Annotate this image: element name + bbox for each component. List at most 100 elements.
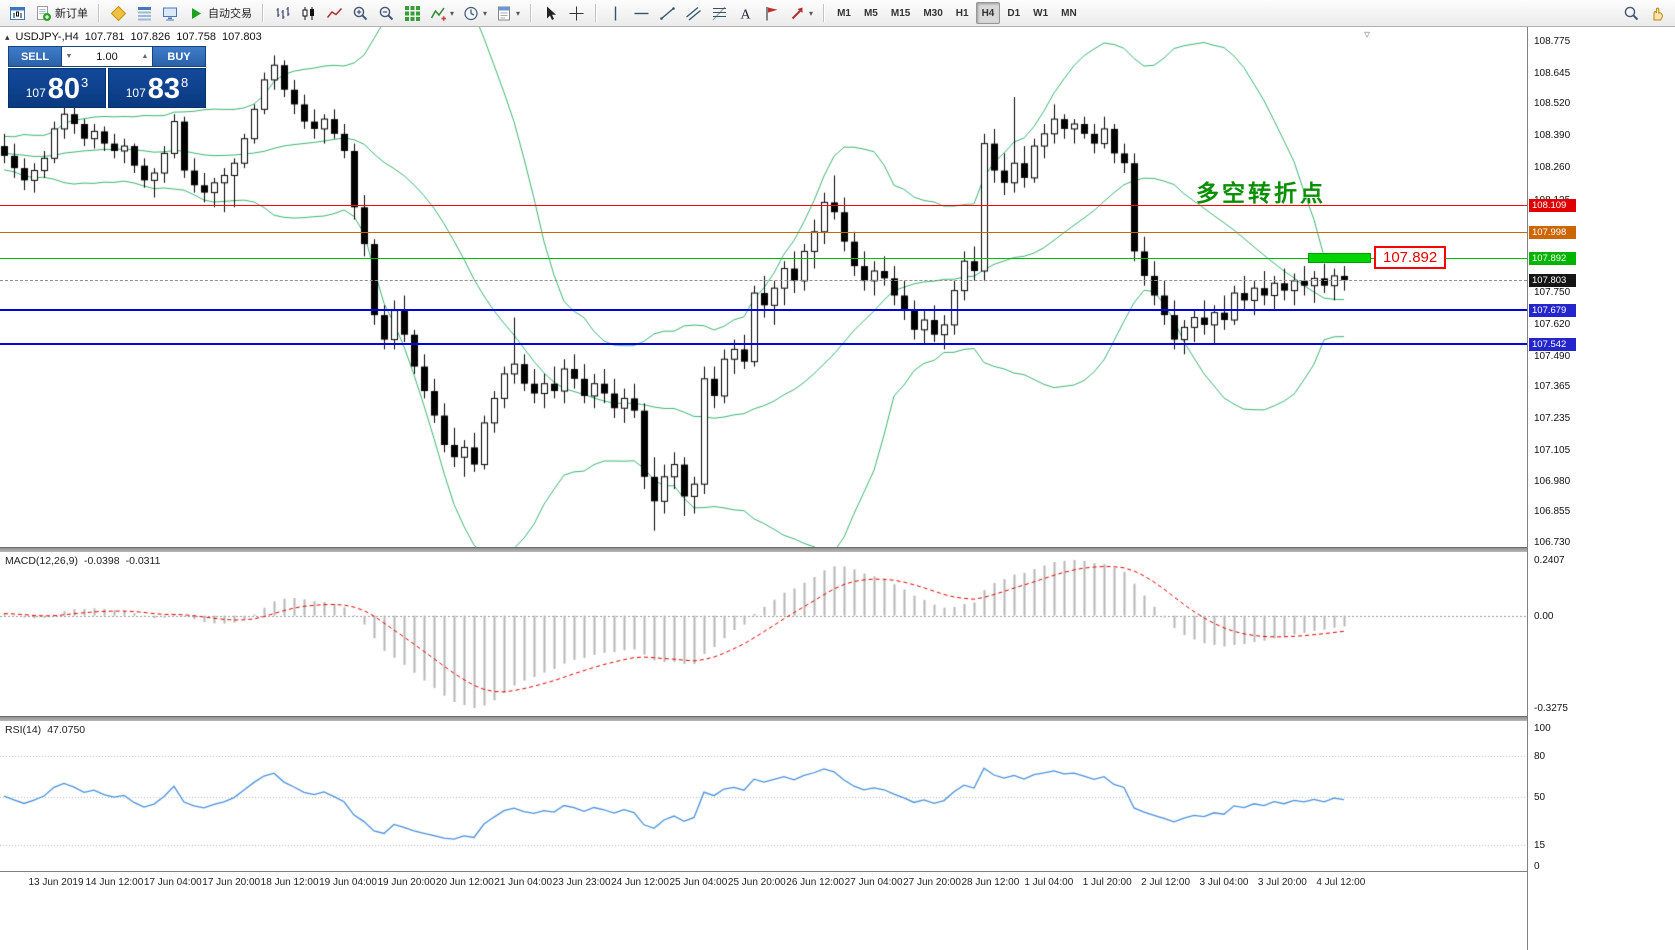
indicators-menu[interactable]: ▾ — [426, 2, 458, 24]
text-tool[interactable]: A — [733, 2, 758, 24]
scroll-hand[interactable] — [1645, 2, 1670, 24]
arrows-tool[interactable]: ▾ — [785, 2, 817, 24]
turning-point-annotation[interactable]: 多空转折点 — [1196, 180, 1326, 206]
volume-input[interactable] — [76, 50, 138, 63]
toolbar-group: A ▾ — [603, 2, 817, 24]
search[interactable] — [1619, 2, 1644, 24]
price-axis-tick: 108.645 — [1534, 67, 1571, 79]
main-chart-canvas[interactable] — [0, 27, 1527, 547]
rsi-canvas[interactable] — [0, 721, 1527, 871]
time-axis-label: 26 Jun 12:00 — [786, 877, 845, 888]
timeframe-MN[interactable]: MN — [1055, 2, 1083, 24]
resistance-level-line[interactable] — [0, 205, 1527, 207]
buy-button[interactable]: BUY — [153, 47, 205, 66]
timeframe-group: M1 M5 M15 M30 H1 H4 D1 W1 MN — [831, 2, 1083, 24]
timeframe-M15[interactable]: M15 — [885, 2, 916, 24]
sell-button[interactable]: SELL — [9, 47, 61, 66]
periods-icon — [463, 5, 480, 22]
timeframe-D1[interactable]: D1 — [1001, 2, 1026, 24]
panel-splitter-1[interactable] — [0, 547, 1675, 552]
chart-shift-marker[interactable]: ▿ — [1364, 27, 1371, 41]
sell-price[interactable]: 107 80 3 — [8, 68, 106, 108]
support-level-1-line[interactable] — [0, 309, 1527, 312]
support-level-1-label: 107.679 — [1529, 304, 1576, 318]
rsi-panel: RSI(14) 47.0750 — [0, 721, 1527, 871]
ohlc-high: 107.826 — [130, 31, 171, 43]
dropdown-caret-icon: ▾ — [516, 8, 521, 18]
zoom-out-icon — [378, 5, 395, 22]
price-axis-tick: 108.390 — [1534, 130, 1571, 142]
time-axis-label: 3 Jul 04:00 — [1199, 877, 1249, 888]
bid-price-line[interactable] — [0, 280, 1527, 282]
toolbar-group: 新订单 — [5, 2, 92, 24]
timeframe-M30[interactable]: M30 — [917, 2, 948, 24]
fibonacci-tool[interactable] — [707, 2, 732, 24]
new-chart[interactable] — [5, 2, 30, 24]
terminal[interactable] — [158, 2, 183, 24]
price-axis-tick: 106.730 — [1534, 536, 1571, 548]
channel-tool[interactable] — [681, 2, 706, 24]
volume-increase-icon[interactable]: ▲ — [141, 53, 149, 60]
support-level-2-line[interactable] — [0, 343, 1527, 346]
timeframe-H1[interactable]: H1 — [950, 2, 975, 24]
time-axis-label: 21 Jun 04:00 — [494, 877, 553, 888]
time-axis-label: 25 Jun 04:00 — [669, 877, 728, 888]
time-axis-label: 1 Jul 20:00 — [1082, 877, 1132, 888]
line-chart-mode[interactable] — [322, 2, 347, 24]
timeframe-M5[interactable]: M5 — [858, 2, 884, 24]
button-label: W1 — [1033, 7, 1049, 19]
time-axis[interactable]: 13 Jun 2019 14 Jun 12:00 17 Jun 04:00 17 Ju… — [0, 871, 1675, 895]
ohlc-open: 107.781 — [84, 31, 125, 43]
buy-price-pip: 8 — [181, 75, 189, 90]
zoom-out[interactable] — [374, 2, 399, 24]
macd-axis-zero: 0.00 — [1534, 610, 1554, 622]
crosshair-tool[interactable] — [564, 2, 589, 24]
time-axis-label: 20 Jun 12:00 — [435, 877, 494, 888]
timeframe-W1[interactable]: W1 — [1027, 2, 1054, 24]
price-axis-tick: 106.855 — [1534, 506, 1571, 518]
time-axis-label: 19 Jun 04:00 — [319, 877, 377, 888]
macd-main-value: -0.0398 — [83, 555, 120, 567]
label-tool[interactable] — [759, 2, 784, 24]
buy-price[interactable]: 107 83 8 — [108, 68, 206, 108]
toolbar-separator — [98, 4, 100, 22]
metaeditor-icon — [110, 5, 127, 22]
panel-splitter-2[interactable] — [0, 716, 1675, 721]
time-axis-label: 23 Jun 23:00 — [552, 877, 611, 888]
volume-decrease-icon[interactable]: ▼ — [65, 53, 73, 60]
auto-trading[interactable]: 自动交易 — [184, 2, 256, 24]
resistance-level-label: 108.109 — [1529, 199, 1576, 213]
grid-toggle[interactable] — [400, 2, 425, 24]
entry-level-line[interactable] — [0, 258, 1527, 260]
rsi-title: RSI(14) — [5, 724, 42, 736]
horizontal-line-tool[interactable] — [629, 2, 654, 24]
toolbar-separator — [530, 4, 533, 22]
candlestick-mode[interactable] — [296, 2, 321, 24]
new-order[interactable]: 新订单 — [31, 2, 92, 24]
trendline-tool[interactable] — [655, 2, 680, 24]
highlight-rectangle[interactable] — [1308, 253, 1371, 263]
rsi-label: RSI(14) 47.0750 — [5, 724, 85, 736]
bar-chart-mode[interactable] — [270, 2, 295, 24]
templates-menu[interactable]: ▾ — [492, 2, 524, 24]
metaeditor[interactable] — [106, 2, 131, 24]
time-axis-label: 3 Jul 20:00 — [1257, 877, 1307, 888]
vertical-line-tool[interactable] — [603, 2, 628, 24]
one-click-panel-toggle-icon[interactable]: ▴ — [5, 31, 10, 42]
toolbar-group — [1619, 2, 1670, 24]
cursor-tool[interactable] — [538, 2, 563, 24]
price-axis[interactable]: 108.775 108.645 108.520 108.390 108.260 108.1… — [1527, 27, 1675, 950]
buy-price-big: 83 — [147, 73, 181, 105]
time-axis-label: 28 Jun 12:00 — [961, 877, 1020, 888]
pivot-level-line[interactable] — [0, 232, 1527, 234]
timeframe-H4[interactable]: H4 — [975, 2, 1001, 24]
market-watch[interactable] — [132, 2, 157, 24]
price-callout[interactable]: 107.892 — [1374, 246, 1447, 269]
button-label: M30 — [923, 7, 943, 19]
timeframe-M1[interactable]: M1 — [831, 2, 857, 24]
macd-canvas[interactable] — [0, 552, 1527, 716]
periods-menu[interactable]: ▾ — [459, 2, 491, 24]
ohlc-close: 107.803 — [222, 31, 262, 43]
zoom-in[interactable] — [348, 2, 373, 24]
